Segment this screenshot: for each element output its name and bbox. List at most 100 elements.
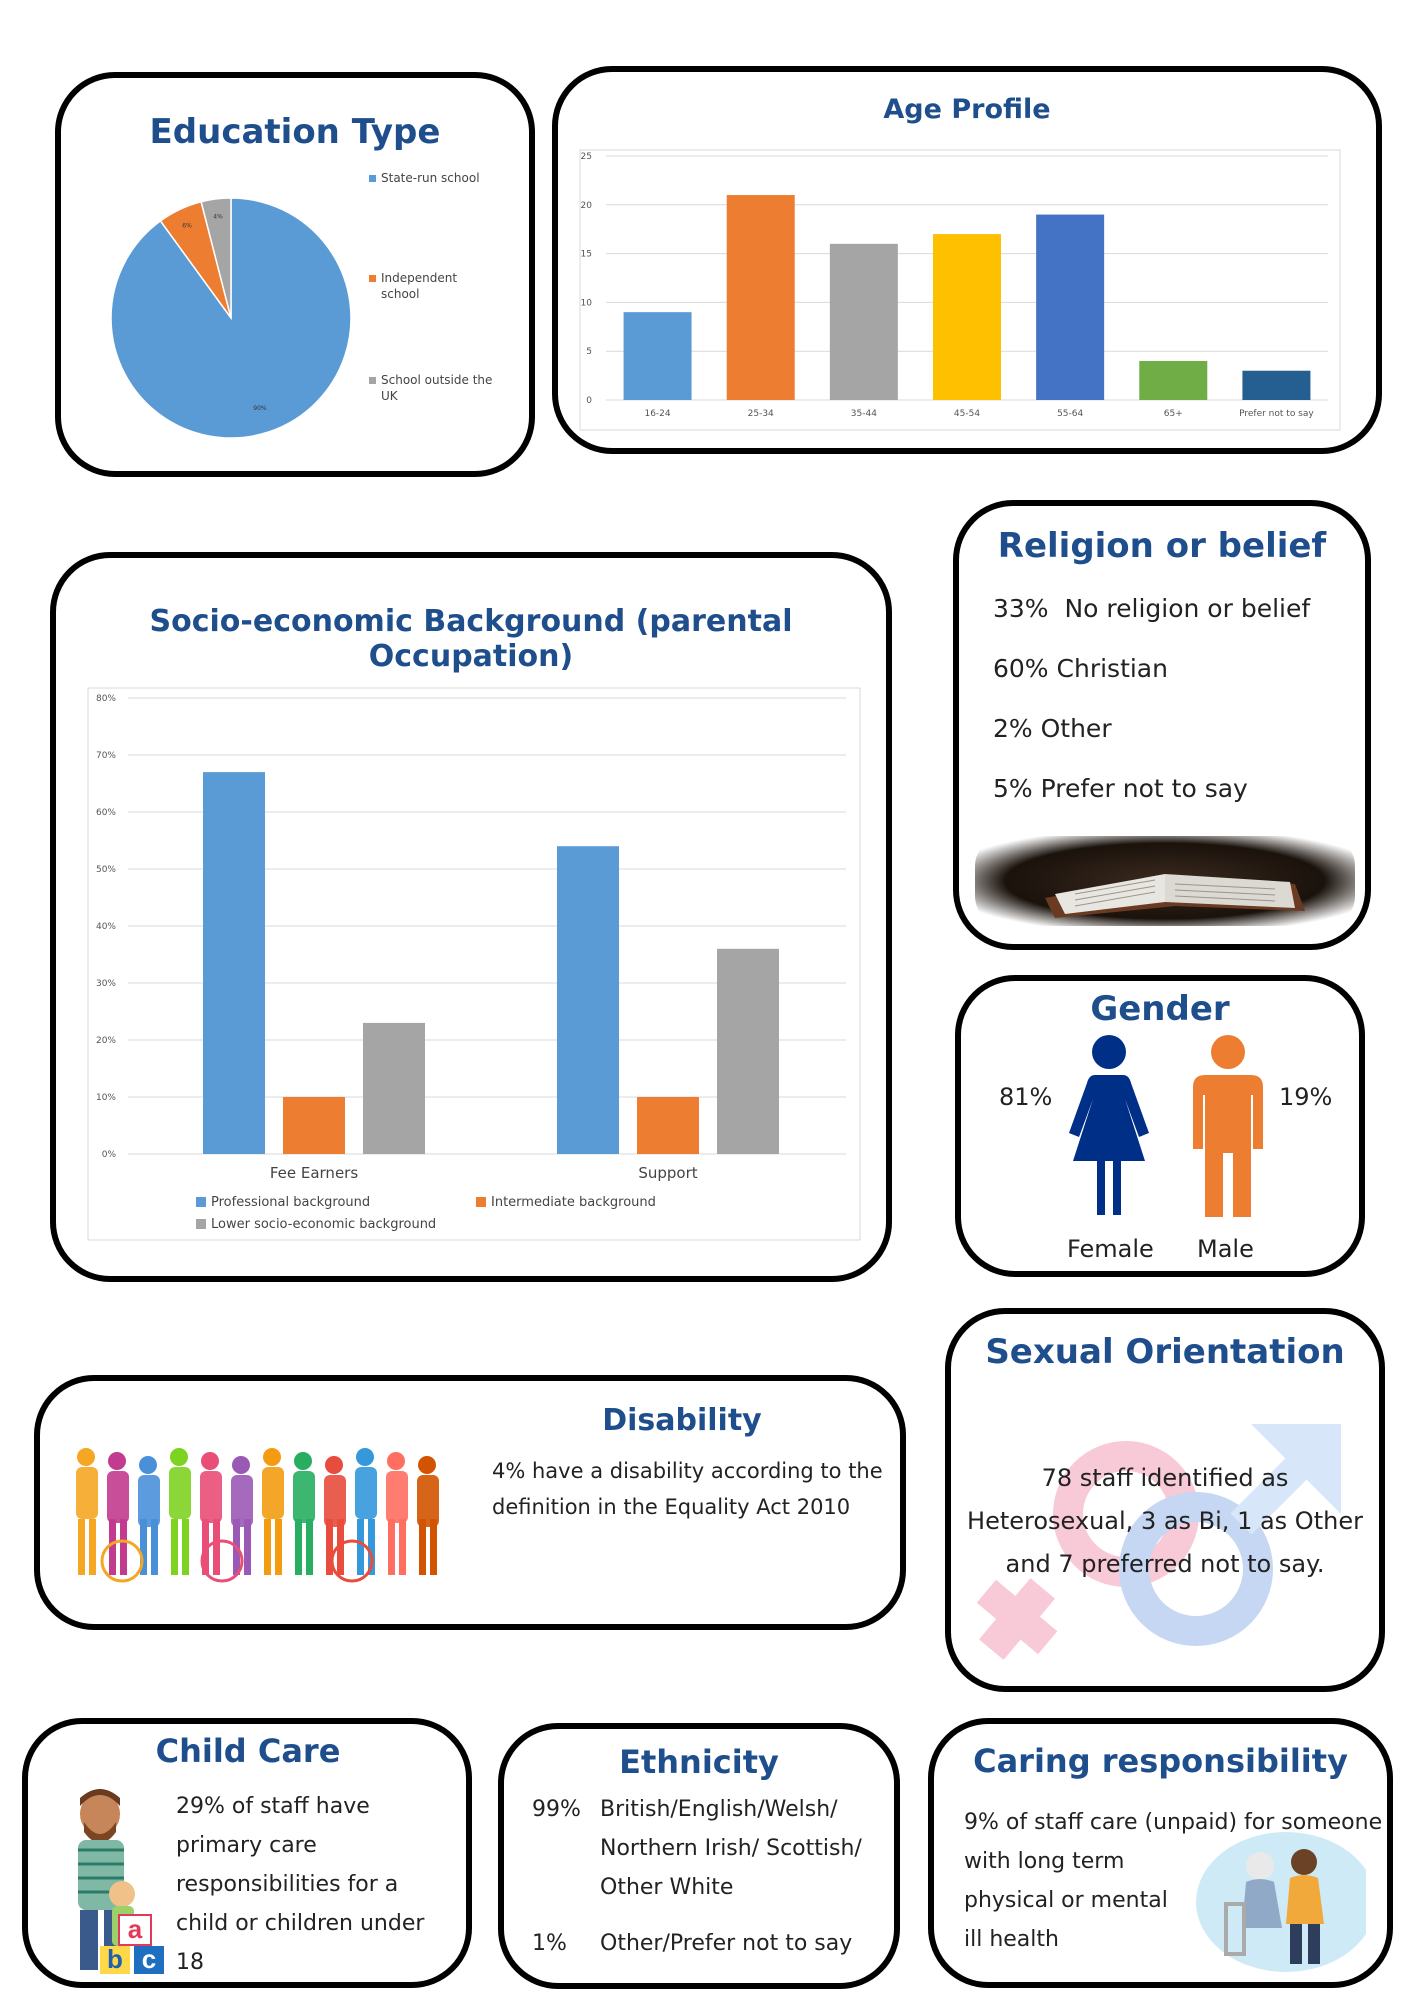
person-leg-icon [213, 1519, 220, 1575]
socio-card: Socio-economic Background (parental Occu… [50, 552, 892, 1282]
disability-line: 4% have a disability according to the [492, 1459, 883, 1483]
sexual-orientation-line: and 7 preferred not to say. [1005, 1550, 1325, 1578]
x-tick-label: 45-54 [954, 409, 980, 419]
person-leg-icon [306, 1519, 313, 1575]
person-body-icon [138, 1475, 160, 1527]
person-head-icon [387, 1452, 405, 1470]
person-leg-icon [419, 1519, 426, 1575]
legend-label: Professional background [211, 1195, 370, 1210]
pie-slice-label: 4% [213, 214, 223, 221]
legend-label: Intermediate background [491, 1195, 656, 1210]
y-tick-label: 60% [96, 808, 116, 818]
bar [1139, 360, 1208, 400]
person-body-icon [76, 1467, 98, 1519]
gender-card: Gender 81% 19% Female Male [955, 975, 1365, 1277]
person-body-icon [200, 1471, 222, 1523]
person-leg-icon [399, 1519, 406, 1575]
religion-line: 33% No religion or belief [993, 594, 1311, 623]
ethnicity-line: British/English/Welsh/ [600, 1797, 838, 1822]
religion-card: Religion or belief 33% No religion or be… [953, 500, 1371, 950]
disability-card: Disability 4% have a disability accordin… [34, 1375, 906, 1630]
person-body-icon [355, 1467, 377, 1519]
person-head-icon [77, 1448, 95, 1466]
child-care-line: 18 [176, 1950, 204, 1975]
gender-title: Gender [1090, 989, 1230, 1029]
person-leg-icon [89, 1519, 96, 1575]
bar [933, 234, 1001, 400]
caring-line: ill health [964, 1927, 1059, 1952]
religion-line: 2% Other [993, 714, 1112, 743]
pie-slice-label: 6% [182, 223, 192, 230]
bar [717, 948, 779, 1154]
y-tick-label: 20 [581, 201, 593, 211]
legend-label: State-run school [381, 171, 480, 185]
education-pie-chart: 90% 6% 4% State-run school Independent school… [110, 171, 492, 439]
female-percentage: 81% [999, 1083, 1053, 1111]
person-leg-icon [430, 1519, 437, 1575]
y-tick-label: 30% [96, 979, 116, 989]
y-tick-label: 70% [96, 751, 116, 761]
person-leg-icon [182, 1519, 189, 1575]
person-body-icon [386, 1471, 408, 1523]
legend-swatch [369, 175, 376, 182]
person-leg-icon [109, 1519, 116, 1575]
person-leg-icon [295, 1519, 302, 1575]
y-tick-label: 0 [586, 396, 592, 406]
education-title: Education Type [149, 112, 441, 152]
child-care-line: 29% of staff have [176, 1794, 370, 1819]
female-label: Female [1067, 1235, 1154, 1263]
legend-label: School outside the UK [381, 373, 492, 403]
socio-title: Socio-economic Background (parental Occu… [149, 604, 793, 674]
caring-line: 9% of staff care (unpaid) for someone [964, 1810, 1383, 1835]
x-tick-label: 55-64 [1057, 409, 1083, 419]
pie-slice [200, 197, 232, 319]
person-leg-icon [78, 1519, 85, 1575]
block-b: b [100, 1946, 130, 1974]
y-tick-label: 5 [586, 347, 592, 357]
person-body-icon [324, 1475, 346, 1527]
person-head-icon [325, 1456, 343, 1474]
person-head-icon [108, 1452, 126, 1470]
y-tick-label: 15 [581, 250, 592, 260]
bar [829, 243, 898, 400]
socio-bar-chart: 0% 10% 20% 30% 40% 50% 60% 70% 80% Fee Earners Sup… [87, 687, 861, 1241]
person-head-icon [294, 1452, 312, 1470]
y-tick-label: 40% [96, 922, 116, 932]
sexual-orientation-card: Sexual Orientation 78 staff identified a… [945, 1308, 1385, 1692]
sexual-orientation-line: Heterosexual, 3 as Bi, 1 as Other [967, 1507, 1363, 1535]
education-card: Education Type 90% 6% 4% State-run school In… [55, 72, 535, 477]
bar [203, 772, 265, 1154]
bar [726, 195, 795, 400]
block-a: a [118, 1914, 152, 1946]
bar [1036, 214, 1105, 400]
wheelchair-wheel-icon [330, 1539, 374, 1583]
x-tick-label: 16-24 [644, 409, 670, 419]
person-body-icon [231, 1475, 253, 1527]
person-leg-icon [171, 1519, 178, 1575]
plot-frame [579, 149, 1341, 431]
person-leg-icon [275, 1519, 282, 1575]
bar [623, 312, 692, 400]
y-tick-label: 10% [96, 1093, 116, 1103]
bar [1242, 370, 1311, 400]
carer-illustration [1196, 1832, 1366, 1972]
child-care-line: child or children under [176, 1911, 425, 1936]
person-leg-icon [357, 1519, 364, 1575]
male-figure-icon [1193, 1035, 1263, 1217]
person-leg-icon [388, 1519, 395, 1575]
age-card: Age Profile 0 5 10 15 20 25 16-24 25-34 35-44 45-… [552, 66, 1382, 454]
caring-line: physical or mental [964, 1888, 1168, 1913]
religion-line: 5% Prefer not to say [993, 774, 1248, 803]
person-leg-icon [368, 1519, 375, 1575]
child-care-line: responsibilities for a [176, 1872, 399, 1897]
x-tick-label: 35-44 [851, 409, 877, 419]
person-head-icon [263, 1448, 281, 1466]
x-tick-label: Support [638, 1164, 697, 1182]
y-tick-label: 80% [96, 694, 116, 704]
person-leg-icon [120, 1519, 127, 1575]
x-tick-label: 65+ [1164, 409, 1183, 419]
gender-symbols-icon [976, 1424, 1341, 1660]
person-leg-icon [202, 1519, 209, 1575]
ethnicity-pct: 1% [532, 1931, 567, 1956]
caring-title: Caring responsibility [973, 1742, 1348, 1780]
